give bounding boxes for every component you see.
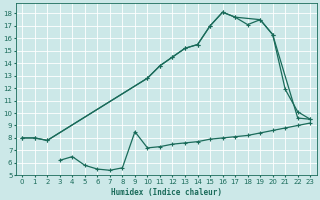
X-axis label: Humidex (Indice chaleur): Humidex (Indice chaleur): [111, 188, 222, 197]
